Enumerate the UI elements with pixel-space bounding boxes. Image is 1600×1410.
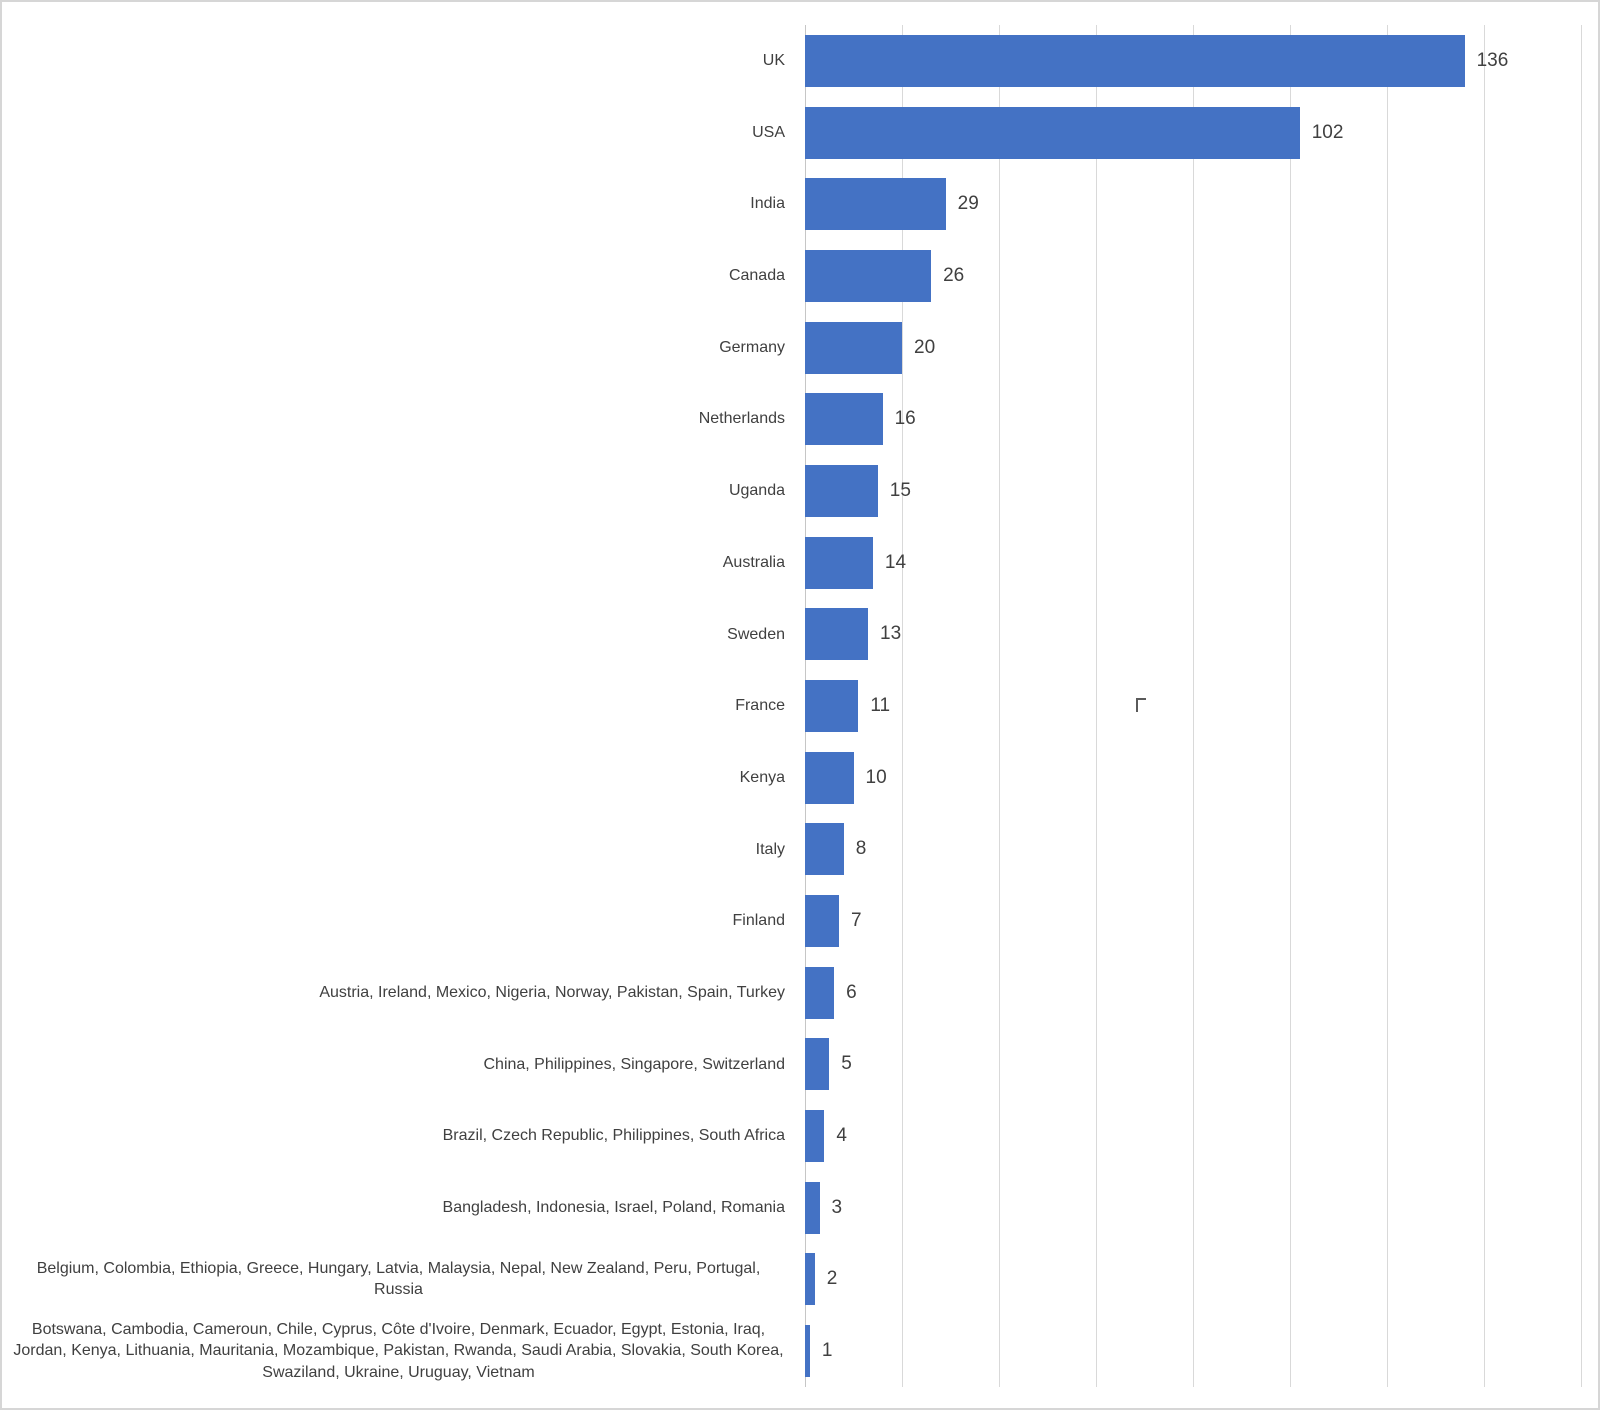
bar-row: 15 (805, 455, 1595, 527)
bar-row: 29 (805, 168, 1595, 240)
category-label: Australia (722, 553, 785, 571)
bar-row: 13 (805, 598, 1595, 670)
gridline (1193, 25, 1194, 1387)
bar-row: 11 (805, 670, 1595, 742)
bar (805, 751, 854, 804)
value-label: 13 (880, 623, 902, 645)
bar (805, 393, 883, 446)
category-label: Germany (719, 338, 785, 356)
bar (805, 536, 873, 589)
gridline (999, 25, 1000, 1387)
bar (805, 464, 878, 517)
bar-row: 3 (805, 1172, 1595, 1244)
gridline (902, 25, 903, 1387)
gridline (1484, 25, 1485, 1387)
value-label: 7 (850, 910, 862, 932)
value-label: 20 (914, 336, 936, 358)
category-label: Brazil, Czech Republic, Philippines, Sou… (442, 1127, 785, 1145)
bar-row: 10 (805, 742, 1595, 814)
value-label: 102 (1311, 121, 1344, 143)
bar (805, 895, 839, 948)
bar-row: 5 (805, 1029, 1595, 1101)
bar (805, 321, 902, 374)
value-label: 2 (826, 1268, 838, 1290)
value-label: 26 (943, 264, 965, 286)
category-axis: UK USA India Canada Germany Netherlands Uganda… (12, 25, 785, 1387)
bar-row: 20 (805, 312, 1595, 384)
value-label: 8 (855, 838, 867, 860)
category-label: Sweden (727, 625, 785, 643)
bar (805, 1181, 820, 1234)
value-label: 14 (884, 551, 907, 573)
bar (805, 1253, 815, 1306)
category-label: Netherlands (698, 410, 785, 428)
bar (805, 608, 869, 661)
value-label: 10 (865, 766, 887, 788)
value-label: 5 (841, 1053, 852, 1075)
category-label: Austria, Ireland, Mexico, Nigeria, Norwa… (319, 983, 785, 1001)
value-label: 15 (889, 479, 911, 501)
bar (805, 823, 844, 876)
category-label: Kenya (739, 768, 785, 786)
value-label: 11 (870, 694, 891, 716)
bar-row: 6 (805, 957, 1595, 1029)
bar-row: 26 (805, 240, 1595, 312)
value-label: 16 (894, 408, 916, 430)
category-label: India (750, 195, 785, 213)
category-label: Bangladesh, Indonesia, Israel, Poland, R… (442, 1199, 785, 1217)
bar-row: 8 (805, 814, 1595, 886)
bar (805, 1325, 810, 1378)
gridline (1387, 25, 1388, 1387)
category-label: France (735, 697, 785, 715)
bar (805, 1038, 830, 1091)
bar (805, 679, 859, 732)
bar-row: 1 (805, 1315, 1595, 1387)
category-label: Italy (755, 840, 785, 858)
bar-row: 14 (805, 527, 1595, 599)
bar-row: 102 (805, 97, 1595, 169)
stray-mark-artifact (1136, 698, 1146, 712)
bar-row: 2 (805, 1244, 1595, 1316)
bar-row: 7 (805, 885, 1595, 957)
category-label: China, Philippines, Singapore, Switzerla… (483, 1055, 785, 1073)
bar (805, 106, 1300, 159)
bar (805, 178, 946, 231)
gridline (1290, 25, 1291, 1387)
value-label: 136 (1476, 49, 1509, 71)
category-label: USA (752, 123, 785, 141)
value-label: 6 (846, 981, 857, 1003)
category-label: Uganda (728, 482, 785, 500)
category-label: Belgium, Colombia, Ethiopia, Greece, Hun… (36, 1259, 761, 1299)
value-label: 4 (836, 1125, 847, 1147)
category-label: UK (762, 52, 785, 70)
bar (805, 249, 932, 302)
value-label: 3 (831, 1196, 843, 1218)
value-label: 29 (957, 193, 979, 215)
gridline (1581, 25, 1582, 1387)
bar-row: 16 (805, 383, 1595, 455)
bar (805, 1110, 825, 1163)
bar (805, 966, 835, 1019)
bar-row: 4 (805, 1100, 1595, 1172)
category-label: Finland (732, 912, 785, 930)
category-label: Canada (728, 267, 785, 285)
plot-area: 136 102 29 26 20 16 15 14 13 11 10 8 7 6 5 4 3 2 1 (805, 25, 1595, 1387)
value-label: 1 (821, 1340, 833, 1362)
category-label: Botswana, Cambodia, Cameroun, Chile, Cyp… (13, 1320, 784, 1381)
bar-row: 136 (805, 25, 1595, 97)
bar (805, 34, 1465, 87)
gridline (1096, 25, 1097, 1387)
